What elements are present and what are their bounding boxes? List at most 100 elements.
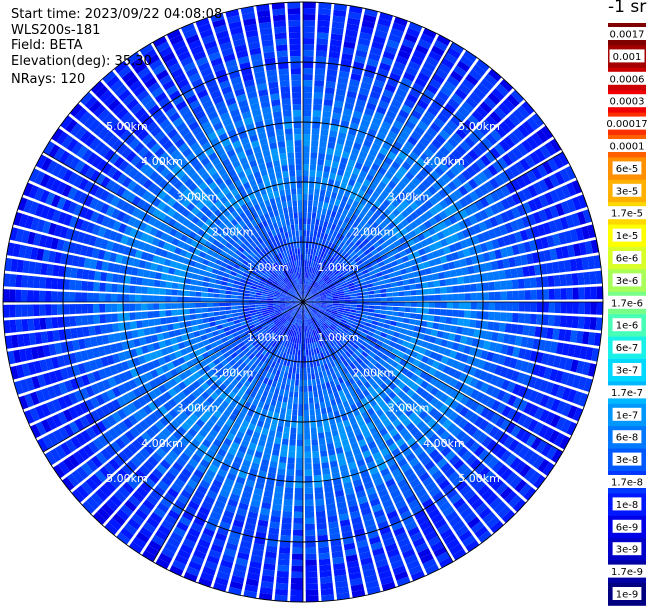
beta-gate (448, 192, 459, 203)
beta-gate (333, 359, 339, 366)
beta-gate (346, 280, 354, 285)
beta-gate (314, 297, 321, 300)
beta-gate (332, 308, 339, 311)
beta-gate (329, 130, 338, 138)
beta-gate (360, 184, 368, 193)
beta-gate (220, 281, 228, 286)
beta-gate (313, 275, 318, 282)
beta-gate (472, 128, 485, 140)
beta-gate (386, 251, 394, 258)
beta-gate (576, 330, 584, 344)
beta-gate (386, 194, 395, 204)
beta-gate (303, 14, 316, 21)
beta-gate (342, 314, 349, 319)
beta-gate (232, 316, 240, 321)
beta-gate (460, 434, 471, 446)
beta-gate (560, 371, 570, 385)
beta-gate (595, 317, 603, 331)
beta-gate (333, 483, 343, 492)
beta-gate (195, 302, 202, 308)
beta-gate (272, 393, 279, 401)
beta-gate (404, 296, 411, 302)
beta-gate (304, 481, 313, 488)
beta-gate (289, 385, 295, 392)
beta-gate (375, 558, 389, 568)
beta-gate (378, 347, 387, 354)
beta-gate (320, 298, 327, 300)
beta-gate (348, 377, 356, 385)
beta-gate (510, 89, 525, 104)
beta-gate (327, 355, 333, 363)
beta-gate (312, 360, 317, 368)
beta-gate (57, 291, 64, 302)
beta-gate (308, 303, 315, 307)
beta-gate (196, 280, 204, 287)
beta-gate (307, 305, 313, 310)
beta-gate (392, 331, 401, 338)
beta-gate (495, 446, 507, 459)
beta-gate (338, 70, 350, 79)
beta-gate (320, 281, 327, 287)
beta-gate (501, 405, 512, 418)
beta-gate (304, 433, 311, 440)
beta-gate (375, 23, 390, 33)
beta-gate (438, 479, 451, 491)
beta-gate (51, 304, 58, 316)
beta-gate (553, 275, 561, 287)
beta-gate (566, 287, 573, 300)
beta-gate (581, 331, 590, 345)
beta-gate (356, 259, 364, 266)
beta-gate (552, 155, 564, 169)
beta-gate (495, 188, 506, 200)
beta-gate (518, 313, 525, 324)
beta-gate (356, 539, 369, 548)
beta-gate (410, 373, 419, 383)
beta-gate (342, 328, 349, 334)
beta-gate (332, 345, 339, 353)
beta-gate (308, 260, 312, 267)
beta-gate (521, 139, 534, 153)
beta-gate (354, 283, 361, 288)
beta-gate (299, 385, 303, 393)
beta-gate (306, 284, 310, 291)
beta-gate (342, 236, 349, 244)
beta-gate (351, 213, 358, 221)
beta-gate (388, 341, 397, 348)
beta-gate (327, 362, 333, 369)
beta-gate (376, 105, 387, 115)
beta-gate (303, 49, 314, 57)
beta-gate (231, 298, 238, 302)
beta-gate (316, 44, 328, 52)
beta-gate (409, 191, 418, 201)
beta-gate (322, 358, 327, 365)
beta-gate (475, 320, 483, 329)
beta-gate (305, 529, 316, 536)
beta-gate (405, 370, 414, 379)
beta-gate (506, 150, 519, 163)
beta-gate (369, 327, 376, 334)
beta-gate (446, 422, 457, 434)
beta-gate (306, 284, 309, 291)
beta-gate (386, 297, 393, 302)
beta-gate (447, 98, 460, 110)
beta-gate (356, 371, 364, 380)
beta-gate (342, 367, 349, 375)
beta-gate (423, 88, 436, 100)
beta-gate (386, 510, 399, 520)
beta-gate (412, 250, 421, 258)
beta-gate (390, 125, 401, 135)
beta-gate (395, 275, 403, 282)
beta-gate (409, 313, 417, 319)
beta-gate (315, 256, 320, 263)
beta-gate (340, 470, 350, 478)
beta-gate (213, 288, 220, 294)
beta-gate (388, 391, 397, 400)
beta-gate (331, 27, 344, 35)
beta-gate (425, 563, 440, 575)
beta-gate (322, 171, 330, 179)
beta-gate (493, 429, 505, 442)
beta-gate (274, 387, 280, 395)
beta-gate (304, 272, 306, 279)
beta-gate (328, 57, 340, 65)
beta-gate (87, 314, 95, 325)
